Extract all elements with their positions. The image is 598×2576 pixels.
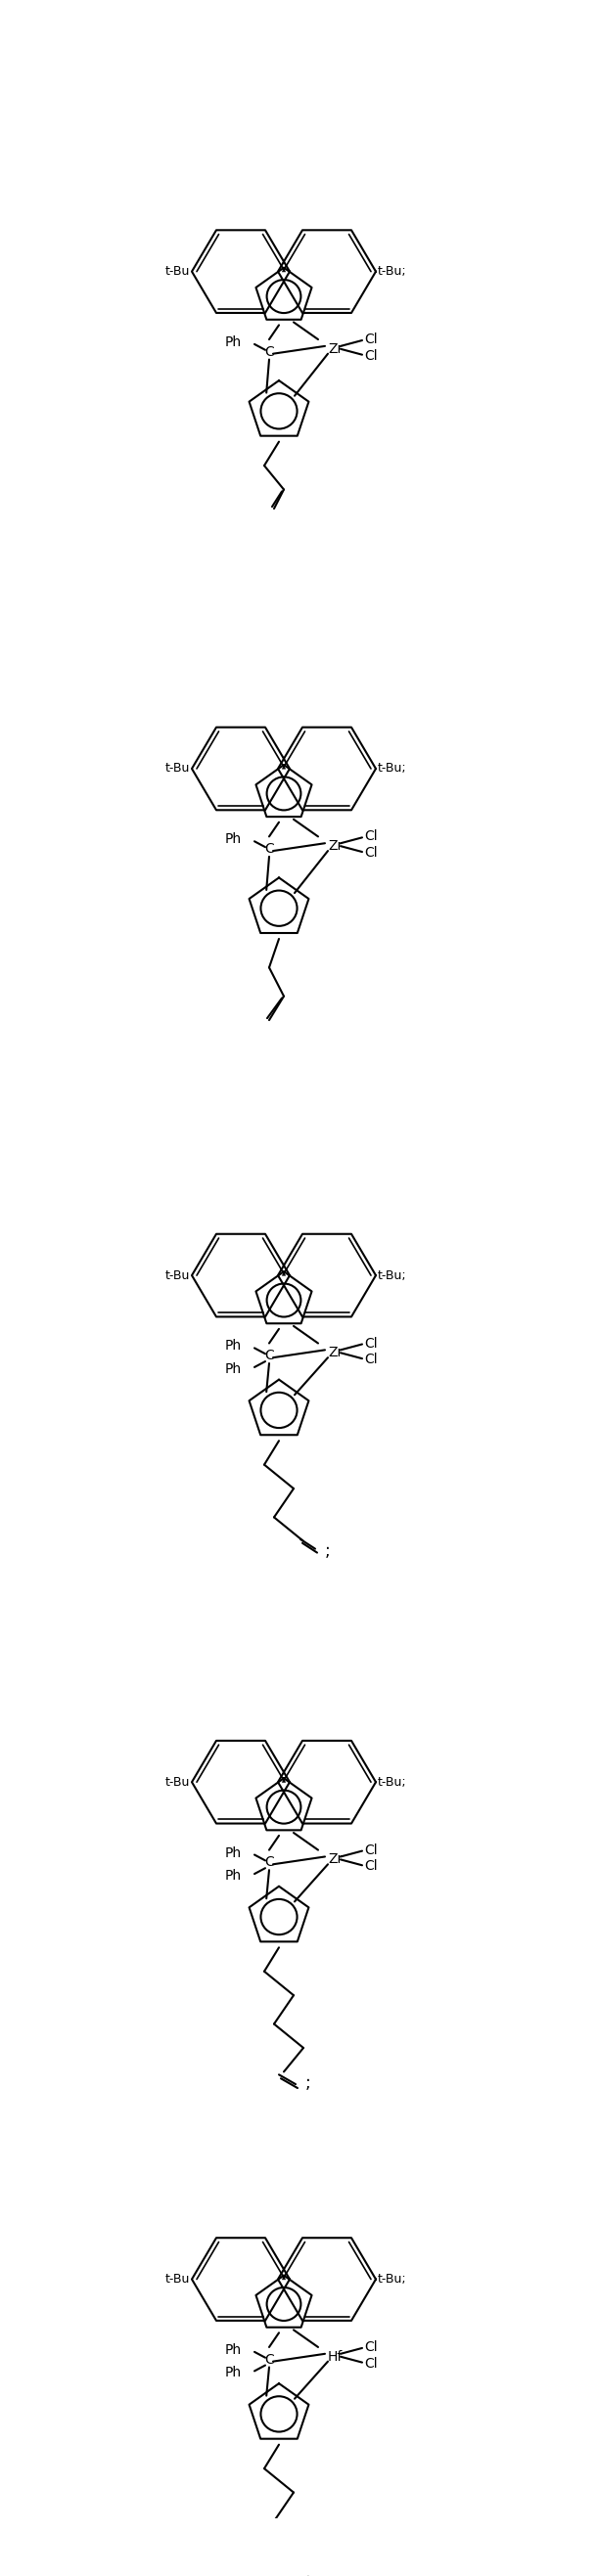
- Text: Ph: Ph: [225, 1870, 242, 1883]
- Text: Ph: Ph: [225, 2344, 242, 2357]
- Text: Zr: Zr: [328, 1852, 343, 1868]
- Text: C: C: [264, 1855, 274, 1870]
- Text: t-Bu: t-Bu: [165, 2272, 190, 2285]
- Text: Cl: Cl: [364, 1842, 377, 1857]
- Text: Ph: Ph: [225, 335, 242, 350]
- Text: Hf: Hf: [328, 2349, 343, 2365]
- Text: C: C: [264, 842, 274, 855]
- Text: t-Bu;: t-Bu;: [378, 1270, 407, 1283]
- Text: Ph: Ph: [225, 832, 242, 848]
- Text: Cl: Cl: [364, 2339, 377, 2354]
- Text: C: C: [264, 2352, 274, 2367]
- Text: Zr: Zr: [328, 840, 343, 853]
- Text: t-Bu;: t-Bu;: [378, 762, 407, 775]
- Text: Zr: Zr: [328, 1347, 343, 1360]
- Text: C: C: [264, 1350, 274, 1363]
- Text: ;: ;: [325, 1543, 331, 1558]
- Text: Cl: Cl: [364, 332, 377, 345]
- Text: Cl: Cl: [364, 1352, 377, 1365]
- Text: Cl: Cl: [364, 829, 377, 842]
- Text: Cl: Cl: [364, 845, 377, 860]
- Text: ;: ;: [306, 2571, 311, 2576]
- Text: C: C: [264, 345, 274, 358]
- Text: Ph: Ph: [225, 2367, 242, 2380]
- Text: Cl: Cl: [364, 1337, 377, 1350]
- Text: Cl: Cl: [364, 1860, 377, 1873]
- Text: ;: ;: [306, 2074, 311, 2092]
- Text: Ph: Ph: [225, 1847, 242, 1860]
- Text: Zr: Zr: [328, 343, 343, 355]
- Text: Ph: Ph: [225, 1340, 242, 1352]
- Text: t-Bu: t-Bu: [165, 1775, 190, 1788]
- Text: Cl: Cl: [364, 2357, 377, 2370]
- Text: t-Bu: t-Bu: [165, 762, 190, 775]
- Text: t-Bu: t-Bu: [165, 1270, 190, 1283]
- Text: t-Bu;: t-Bu;: [378, 2272, 407, 2285]
- Text: t-Bu: t-Bu: [165, 265, 190, 278]
- Text: t-Bu;: t-Bu;: [378, 1775, 407, 1788]
- Text: Cl: Cl: [364, 348, 377, 363]
- Text: Ph: Ph: [225, 1363, 242, 1376]
- Text: t-Bu;: t-Bu;: [378, 265, 407, 278]
